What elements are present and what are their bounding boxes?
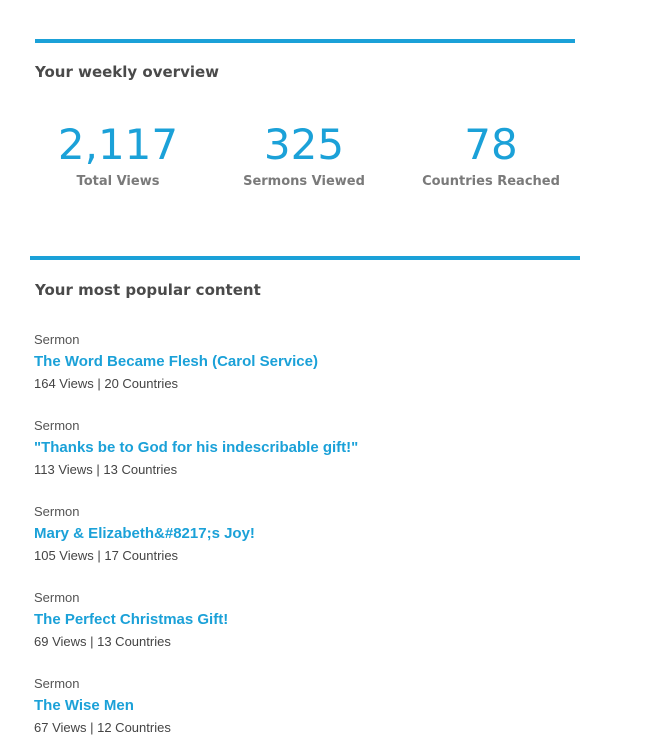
stat-label: Total Views — [76, 174, 160, 189]
stat-sermons-viewed: 325 Sermons Viewed — [204, 118, 404, 189]
content-stats: 164 Views | 20 Countries — [34, 376, 179, 391]
list-item: Sermon "Thanks be to God for his indescr… — [34, 418, 358, 478]
list-item: Sermon The Perfect Christmas Gift! 69 Vi… — [34, 590, 228, 650]
stat-label: Countries Reached — [422, 174, 560, 189]
stat-total-views: 2,117 Total Views — [18, 118, 218, 189]
stat-value: 2,117 — [57, 120, 179, 169]
stat-value: 78 — [464, 120, 518, 169]
content-type: Sermon — [34, 676, 80, 691]
content-type: Sermon — [34, 590, 80, 605]
content-stats: 113 Views | 13 Countries — [34, 462, 178, 477]
content-stats: 69 Views | 13 Countries — [34, 634, 171, 649]
content-title-link[interactable]: The Perfect Christmas Gift! — [34, 611, 229, 628]
divider-middle — [30, 256, 580, 260]
weekly-overview-heading: Your weekly overview — [35, 63, 220, 81]
content-title-link[interactable]: Mary & Elizabeth&#8217;s Joy! — [34, 525, 255, 542]
stat-countries-reached: 78 Countries Reached — [391, 118, 591, 189]
content-title-link[interactable]: The Word Became Flesh (Carol Service) — [34, 353, 318, 370]
content-type: Sermon — [34, 504, 80, 519]
list-item: Sermon The Word Became Flesh (Carol Serv… — [34, 332, 318, 392]
divider-top — [35, 39, 575, 43]
content-stats: 105 Views | 17 Countries — [34, 548, 179, 563]
list-item: Sermon Mary & Elizabeth&#8217;s Joy! 105… — [34, 504, 255, 564]
stat-label: Sermons Viewed — [243, 174, 365, 189]
content-title-link[interactable]: The Wise Men — [34, 697, 134, 714]
content-type: Sermon — [34, 332, 80, 347]
popular-content-heading: Your most popular content — [35, 281, 261, 299]
list-item: Sermon The Wise Men 67 Views | 12 Countr… — [34, 676, 171, 736]
content-title-link[interactable]: "Thanks be to God for his indescribable … — [34, 439, 359, 456]
stat-value: 325 — [263, 120, 345, 169]
content-type: Sermon — [34, 418, 80, 433]
content-stats: 67 Views | 12 Countries — [34, 720, 171, 735]
